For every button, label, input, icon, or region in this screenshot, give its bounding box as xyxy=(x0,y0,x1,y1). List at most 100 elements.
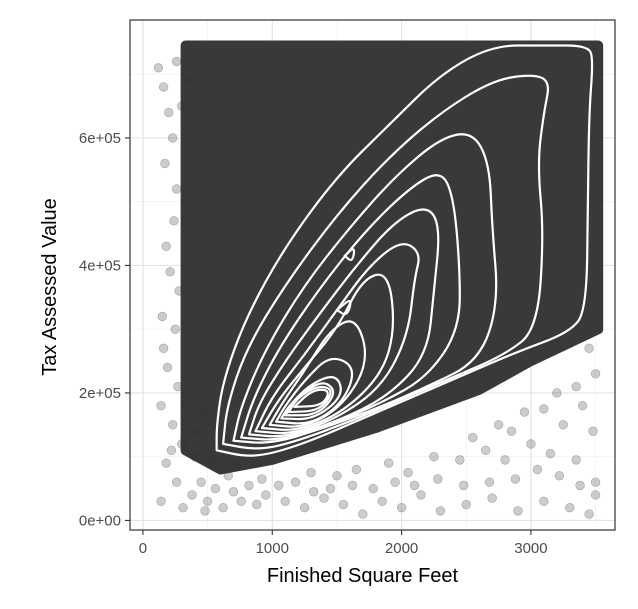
scatter-point xyxy=(158,343,169,354)
scatter-point xyxy=(487,493,497,503)
x-tick-label: 2000 xyxy=(385,540,418,557)
scatter-point xyxy=(252,499,262,510)
scatter-point xyxy=(480,445,491,456)
contour-line xyxy=(222,74,550,450)
scatter-point xyxy=(458,480,469,491)
scatter-point xyxy=(571,381,581,392)
scatter-point xyxy=(192,426,202,436)
scatter-point xyxy=(257,474,267,484)
plot-panel xyxy=(129,19,616,531)
scatter-point xyxy=(231,461,241,471)
scatter-point xyxy=(189,451,200,462)
scatter-point xyxy=(306,467,316,478)
scatter-point xyxy=(170,324,180,334)
scatter-point xyxy=(461,499,471,510)
scatter-point xyxy=(177,101,187,111)
scatter-point xyxy=(390,477,400,487)
axis-ticks xyxy=(125,137,532,535)
scatter-point xyxy=(274,480,284,491)
scatter-point xyxy=(160,158,170,169)
contour-line xyxy=(284,382,335,417)
scatter-point xyxy=(169,216,179,226)
scatter-point xyxy=(539,404,549,414)
tick-labels: 0 1000 2000 3000 0e+00 2e+05 4e+05 6e+05 xyxy=(79,130,548,557)
scatter-point xyxy=(455,455,465,465)
scatter-point xyxy=(332,471,342,481)
contour-line xyxy=(293,388,329,409)
scatter-point xyxy=(526,439,536,449)
contour-line xyxy=(232,133,498,444)
scatter-point xyxy=(218,502,228,513)
scatter-point xyxy=(584,343,594,354)
scatter-point xyxy=(164,107,174,118)
contour-line xyxy=(268,320,367,428)
scatter-point xyxy=(325,483,336,494)
y-tick-label: 6e+05 xyxy=(79,130,121,147)
contour-line xyxy=(215,44,594,457)
scatter-point xyxy=(539,496,549,507)
scatter-point xyxy=(156,496,166,507)
dense-point-cloud xyxy=(180,40,604,475)
scatter-point xyxy=(493,420,504,430)
scatter-point xyxy=(500,455,510,465)
scatter-point xyxy=(290,477,301,487)
scatter-point xyxy=(571,455,581,465)
scatter-point xyxy=(338,499,349,510)
scatter-point xyxy=(558,420,568,430)
contour-line xyxy=(343,248,356,262)
contour-line xyxy=(287,385,332,414)
scatter-point xyxy=(171,184,182,194)
scatter-point xyxy=(280,496,290,507)
x-tick-label: 3000 xyxy=(514,540,547,557)
scatter-point xyxy=(358,509,368,519)
y-axis-title: Tax Assessed Value xyxy=(39,198,61,376)
scatter-point xyxy=(161,458,171,468)
scatter-point xyxy=(584,509,594,519)
contour-line xyxy=(275,357,354,425)
scatter-point xyxy=(429,451,439,462)
scatter-point xyxy=(174,286,184,296)
scatter-point xyxy=(202,496,213,507)
x-tick-label: 1000 xyxy=(256,540,289,557)
scatter-point xyxy=(565,502,575,513)
scatter-point xyxy=(182,400,192,411)
x-axis-title: Finished Square Feet xyxy=(267,565,459,587)
scatter-point xyxy=(377,496,387,507)
scatter-point xyxy=(416,490,426,500)
scatter-point xyxy=(177,439,187,449)
scatter-point xyxy=(554,471,565,481)
scatter-point xyxy=(171,477,182,487)
scatter-point xyxy=(347,480,358,491)
scatter-point xyxy=(236,496,246,507)
scatter-point xyxy=(167,133,178,143)
scatter-point xyxy=(532,464,543,475)
scatter-point xyxy=(187,490,197,500)
scatter-point xyxy=(157,311,168,322)
scatter-point xyxy=(158,82,169,92)
scatter-point xyxy=(223,471,233,481)
y-tick-label: 4e+05 xyxy=(79,257,121,274)
scatter-point xyxy=(368,483,378,494)
scatter-point xyxy=(171,56,182,67)
scatter-point xyxy=(383,458,394,468)
scatter-point xyxy=(484,477,495,487)
y-tick-label: 2e+05 xyxy=(79,385,121,402)
scatter-point xyxy=(210,483,221,494)
scatter-point xyxy=(403,467,413,478)
scatter-point xyxy=(510,474,521,484)
scatter-point xyxy=(513,506,523,516)
scatter-point xyxy=(299,502,310,513)
scatter-point xyxy=(167,420,178,430)
scatter-point xyxy=(590,369,601,379)
scatter-point xyxy=(199,407,209,417)
scatter-point xyxy=(433,474,443,484)
scatter-point xyxy=(577,400,588,411)
scatter-point xyxy=(545,448,556,459)
y-tick-label: 0e+00 xyxy=(79,512,121,529)
scatter-point xyxy=(156,400,166,411)
x-tick-label: 0 xyxy=(139,540,147,557)
contour-line xyxy=(247,208,440,438)
scatter-point xyxy=(308,487,319,497)
scatter-point xyxy=(165,267,175,277)
